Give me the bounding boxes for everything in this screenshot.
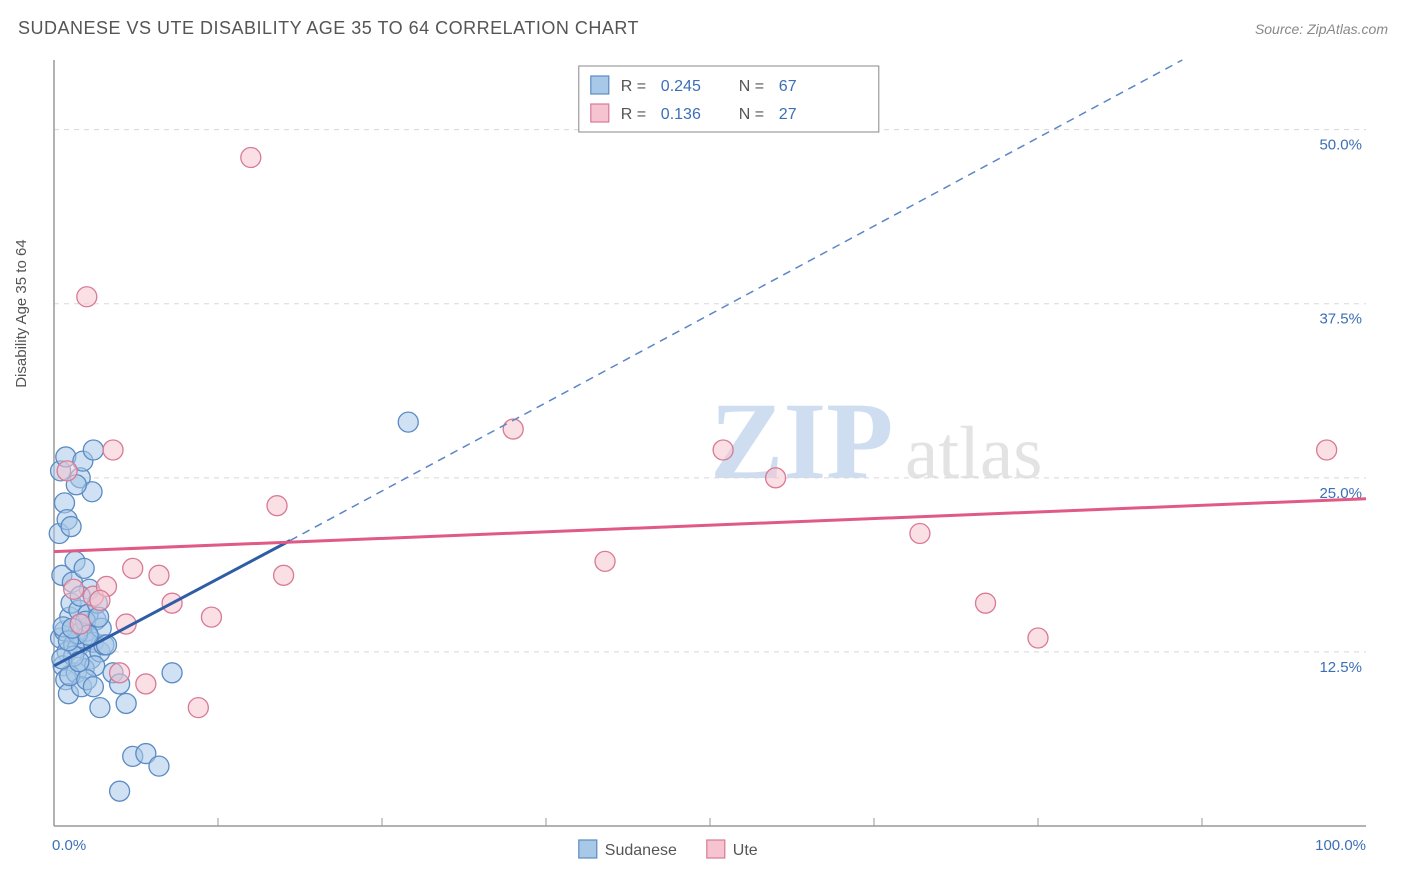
x-tick-label-left: 0.0%: [52, 837, 86, 854]
data-point: [83, 677, 103, 697]
y-tick-label: 12.5%: [1319, 659, 1362, 676]
data-point: [64, 579, 84, 599]
data-point: [57, 461, 77, 481]
legend-r-label: R =: [621, 78, 646, 95]
data-point: [713, 440, 733, 460]
series-label: Sudanese: [605, 842, 677, 859]
data-point: [274, 565, 294, 585]
data-point: [149, 756, 169, 776]
source-label: Source: ZipAtlas.com: [1255, 21, 1388, 37]
data-point: [77, 287, 97, 307]
data-point: [90, 590, 110, 610]
legend-swatch: [591, 76, 609, 94]
data-point: [116, 693, 136, 713]
data-point: [110, 663, 130, 683]
y-axis-label: Disability Age 35 to 64: [13, 239, 30, 387]
data-point: [70, 614, 90, 634]
data-point: [267, 496, 287, 516]
y-tick-label: 50.0%: [1319, 137, 1362, 154]
legend-n-label: N =: [739, 78, 764, 95]
data-point: [188, 698, 208, 718]
legend-swatch: [591, 104, 609, 122]
chart-title: SUDANESE VS UTE DISABILITY AGE 35 TO 64 …: [18, 18, 639, 39]
data-point: [136, 674, 156, 694]
series-label: Ute: [733, 842, 758, 859]
data-point: [74, 558, 94, 578]
watermark-atlas: atlas: [905, 412, 1042, 495]
data-point: [110, 781, 130, 801]
data-point: [162, 663, 182, 683]
scatter-plot: ZIPatlas12.5%25.0%37.5%50.0%0.0%100.0%R …: [18, 50, 1388, 874]
data-point: [90, 698, 110, 718]
legend-n-label: N =: [739, 106, 764, 123]
series-swatch: [707, 840, 725, 858]
data-point: [149, 565, 169, 585]
series-swatch: [579, 840, 597, 858]
data-point: [103, 440, 123, 460]
legend-r-value: 0.136: [661, 106, 701, 123]
data-point: [595, 551, 615, 571]
data-point: [976, 593, 996, 613]
data-point: [83, 440, 103, 460]
data-point: [503, 419, 523, 439]
data-point: [201, 607, 221, 627]
data-point: [123, 558, 143, 578]
data-point: [241, 147, 261, 167]
legend-r-value: 0.245: [661, 78, 701, 95]
data-point: [1317, 440, 1337, 460]
legend-n-value: 27: [779, 106, 797, 123]
data-point: [61, 517, 81, 537]
data-point: [910, 524, 930, 544]
data-point: [766, 468, 786, 488]
legend-r-label: R =: [621, 106, 646, 123]
data-point: [398, 412, 418, 432]
data-point: [1028, 628, 1048, 648]
x-tick-label-right: 100.0%: [1315, 837, 1366, 854]
plot-container: Disability Age 35 to 64 ZIPatlas12.5%25.…: [18, 50, 1388, 874]
y-tick-label: 37.5%: [1319, 311, 1362, 328]
watermark-zip: ZIP: [710, 380, 893, 502]
trend-line: [54, 499, 1366, 552]
legend-n-value: 67: [779, 78, 797, 95]
header-bar: SUDANESE VS UTE DISABILITY AGE 35 TO 64 …: [18, 18, 1388, 39]
